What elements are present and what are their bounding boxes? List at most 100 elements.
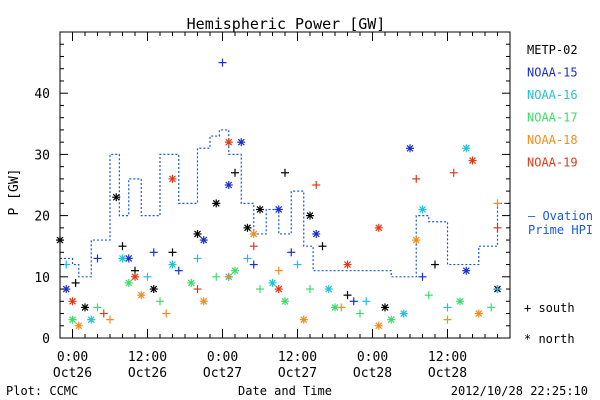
point-north — [231, 266, 239, 275]
legend-marker-south: + south — [524, 301, 575, 315]
point-north — [118, 254, 127, 263]
y-tick-label: 40 — [34, 87, 50, 102]
x-tick-label-date: Oct27 — [278, 366, 317, 381]
legend-entry: NOAA-15 — [527, 66, 578, 80]
point-south — [337, 303, 346, 312]
point-south — [287, 248, 296, 257]
point-south — [418, 272, 427, 281]
point-north — [149, 285, 158, 294]
footer-plot-source: Plot: CCMC — [6, 384, 78, 398]
point-south — [193, 285, 202, 294]
point-south — [443, 315, 452, 324]
point-north — [224, 138, 233, 147]
point-south — [193, 254, 202, 263]
point-north — [131, 272, 139, 281]
point-south — [318, 242, 327, 251]
footer-timestamp: 2012/10/28 22:25:10 — [451, 384, 588, 398]
point-south — [243, 254, 252, 263]
point-south — [362, 297, 371, 306]
point-south — [99, 309, 108, 318]
point-north — [343, 260, 352, 269]
point-north — [81, 303, 89, 312]
point-south — [149, 248, 158, 257]
point-north — [274, 205, 283, 214]
plot-frame — [59, 31, 511, 339]
x-tick-label-time: 0:00 — [357, 350, 388, 365]
point-south — [224, 272, 233, 281]
point-north — [299, 315, 308, 324]
point-north — [87, 315, 96, 324]
point-north — [462, 144, 471, 153]
point-north — [243, 223, 252, 232]
x-tick-label-date: Oct26 — [128, 366, 167, 381]
point-south — [274, 266, 283, 275]
x-axis-label: Date and Time — [238, 384, 332, 398]
point-north — [406, 144, 414, 153]
point-north — [374, 223, 383, 232]
point-south — [443, 303, 452, 312]
y-tick-label: 20 — [34, 210, 50, 225]
point-south — [306, 285, 314, 294]
point-north — [456, 297, 464, 306]
point-south — [106, 315, 114, 324]
point-north — [399, 309, 408, 318]
point-south — [249, 260, 258, 269]
point-north — [224, 181, 233, 189]
point-south — [231, 168, 239, 177]
y-tick-label: 0 — [42, 332, 50, 347]
ovation-label-line2: Prime HPI — [528, 223, 593, 237]
ovation-prime-hpi-series — [60, 129, 511, 278]
point-north — [74, 321, 83, 330]
point-north — [212, 199, 221, 208]
point-south — [487, 303, 496, 312]
point-north — [306, 211, 314, 220]
point-south — [162, 309, 171, 318]
point-north — [281, 297, 289, 306]
point-south — [93, 303, 102, 312]
y-axis-label: P [GW] — [7, 169, 22, 216]
point-north — [387, 315, 396, 324]
point-south — [212, 272, 221, 281]
point-south — [343, 291, 352, 300]
legend-entry: NOAA-16 — [527, 88, 578, 102]
point-north — [462, 266, 471, 275]
point-north — [418, 205, 427, 214]
point-south — [349, 297, 358, 306]
y-tick-label: 30 — [34, 148, 50, 163]
point-north — [124, 278, 133, 287]
legend-entry: NOAA-17 — [527, 111, 578, 125]
legend-entry: METP-02 — [527, 43, 578, 57]
point-south — [168, 248, 177, 257]
point-south — [118, 242, 127, 251]
point-north — [374, 321, 383, 330]
point-north — [474, 309, 483, 318]
point-south — [174, 266, 183, 275]
ovation-label-line1: — Ovation — [528, 209, 593, 223]
point-north — [68, 315, 77, 324]
x-tick-label-time: 12:00 — [278, 350, 317, 365]
x-tick-label-date: Oct28 — [428, 366, 467, 381]
point-south — [156, 297, 164, 306]
satellite-data-points — [56, 58, 502, 330]
point-north — [112, 193, 121, 202]
point-south — [249, 242, 258, 251]
x-tick-label-date: Oct26 — [53, 366, 92, 381]
x-tick-label-time: 0:00 — [57, 350, 88, 365]
point-north — [168, 174, 177, 183]
y-tick-label: 10 — [34, 271, 50, 286]
point-north — [381, 303, 389, 312]
point-north — [137, 291, 146, 300]
point-south — [281, 168, 289, 177]
point-north — [187, 278, 196, 287]
point-north — [168, 260, 177, 269]
point-south — [449, 168, 458, 177]
point-south — [412, 174, 421, 183]
plot-axes: 0102030400:00Oct2612:00Oct260:00Oct2712:… — [34, 31, 511, 381]
x-tick-label-time: 12:00 — [128, 350, 167, 365]
point-north — [68, 297, 77, 306]
legend: METP-02 NOAA-15 NOAA-16 NOAA-17 NOAA-18 NOAA-… — [527, 43, 578, 170]
point-south — [312, 181, 321, 189]
point-south — [431, 260, 439, 269]
point-north — [256, 205, 264, 214]
legend-entry: NOAA-18 — [527, 133, 578, 147]
